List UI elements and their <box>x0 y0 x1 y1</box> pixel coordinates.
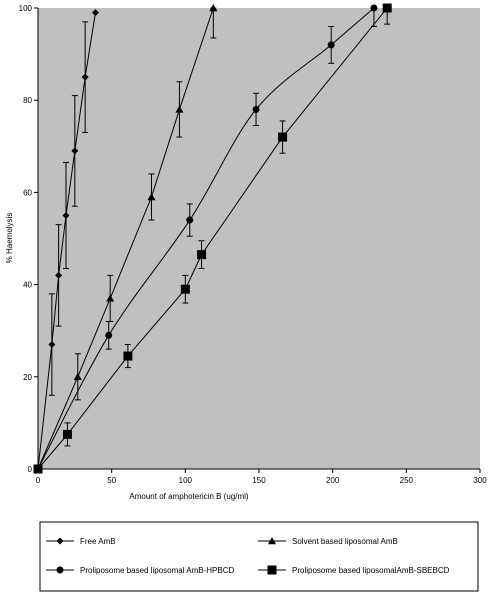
x-tick-label: 250 <box>400 476 414 485</box>
series-line <box>37 7 214 470</box>
legend-entry-3: Proliposome based liposomal AmB-HPBCD <box>46 566 235 575</box>
x-tick-label: 200 <box>326 476 340 485</box>
y-tick-label: 80 <box>23 96 32 105</box>
x-tick-label: 300 <box>473 476 487 485</box>
y-tick-label: 100 <box>19 4 33 13</box>
y-tick-label: 20 <box>23 373 32 382</box>
legend-entry-4: Proliposome based liposomalAmB-SBEBCD <box>258 565 450 575</box>
data-point <box>91 9 99 17</box>
y-tick-label: 40 <box>23 281 32 290</box>
data-point <box>71 147 79 155</box>
data-point <box>252 105 260 113</box>
data-point <box>62 211 70 219</box>
legend-entry-1: Free AmB <box>46 537 116 546</box>
x-tick-label: 50 <box>107 476 116 485</box>
legend-box <box>39 521 479 592</box>
data-point <box>327 41 335 49</box>
data-point <box>48 341 56 349</box>
legend-marker <box>56 566 64 574</box>
legend-label: Proliposome based liposomalAmB-SBEBCD <box>292 566 450 575</box>
legend-marker <box>268 537 276 545</box>
series-1 <box>34 9 99 473</box>
series-2 <box>34 4 218 473</box>
series-4 <box>33 3 392 474</box>
x-tick-label: 150 <box>252 476 266 485</box>
y-tick-label: 60 <box>23 188 32 197</box>
data-point <box>180 284 190 294</box>
data-point <box>55 271 63 279</box>
data-point <box>382 3 392 13</box>
series-layer <box>33 3 392 474</box>
x-axis-title: Amount of amphotericin B (ug/ml) <box>129 492 248 501</box>
data-point <box>33 464 43 474</box>
data-point <box>175 105 184 113</box>
data-point <box>81 73 89 81</box>
data-point <box>73 372 82 380</box>
legend-label: Solvent based liposomal AmB <box>292 537 398 546</box>
data-point <box>105 331 113 339</box>
x-tick-label: 0 <box>36 476 41 485</box>
y-tick-label: 0 <box>28 465 33 474</box>
data-point <box>278 132 288 142</box>
x-tick-label: 100 <box>179 476 193 485</box>
data-point <box>106 294 115 302</box>
data-point <box>186 216 194 224</box>
legend: Free AmB Solvent based liposomal AmB Proli… <box>46 537 450 575</box>
legend-marker <box>56 537 64 545</box>
plot-area <box>38 8 480 469</box>
legend-entry-2: Solvent based liposomal AmB <box>258 537 398 546</box>
data-point <box>147 193 156 201</box>
legend-label: Free AmB <box>80 537 116 546</box>
data-point <box>209 4 218 12</box>
data-point <box>197 250 207 260</box>
y-axis-title: % Haemolysis <box>5 213 14 264</box>
legend-label: Proliposome based liposomal AmB-HPBCD <box>80 566 235 575</box>
data-point <box>123 351 133 361</box>
data-point <box>62 429 72 439</box>
tick-group: 0 50 100 150 200 250 300 0 20 40 60 80 100 <box>19 4 488 485</box>
data-point <box>370 4 378 12</box>
legend-marker <box>267 565 277 575</box>
